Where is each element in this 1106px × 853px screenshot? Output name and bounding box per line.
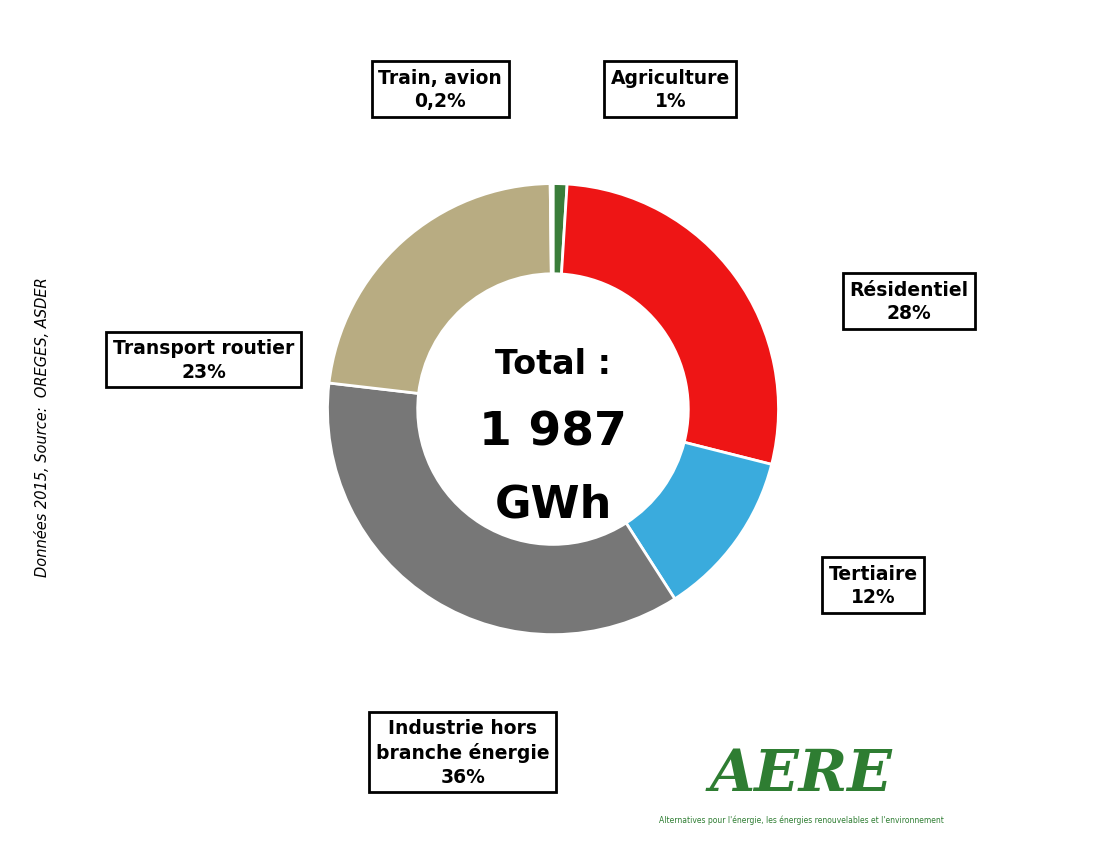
Text: Tertiaire
12%: Tertiaire 12% xyxy=(828,564,918,606)
Text: 1 987: 1 987 xyxy=(479,409,627,455)
Wedge shape xyxy=(562,185,779,465)
Text: Transport routier
23%: Transport routier 23% xyxy=(113,339,294,381)
Text: Alternatives pour l'énergie, les énergies renouvelables et l'environnement: Alternatives pour l'énergie, les énergie… xyxy=(659,815,943,824)
Text: AERE: AERE xyxy=(710,746,893,803)
Wedge shape xyxy=(626,443,772,599)
Wedge shape xyxy=(328,184,551,394)
Text: Industrie hors
branche énergie
36%: Industrie hors branche énergie 36% xyxy=(376,718,550,786)
Text: Agriculture
1%: Agriculture 1% xyxy=(611,68,730,111)
Wedge shape xyxy=(553,184,567,275)
Wedge shape xyxy=(550,184,553,275)
Text: Résidentiel
28%: Résidentiel 28% xyxy=(849,281,969,322)
Wedge shape xyxy=(327,384,675,635)
Text: Total :: Total : xyxy=(495,348,611,381)
Text: GWh: GWh xyxy=(494,483,612,525)
Text: Train, avion
0,2%: Train, avion 0,2% xyxy=(378,68,502,111)
Text: Données 2015, Source:  OREGES, ASDER: Données 2015, Source: OREGES, ASDER xyxy=(34,277,50,576)
